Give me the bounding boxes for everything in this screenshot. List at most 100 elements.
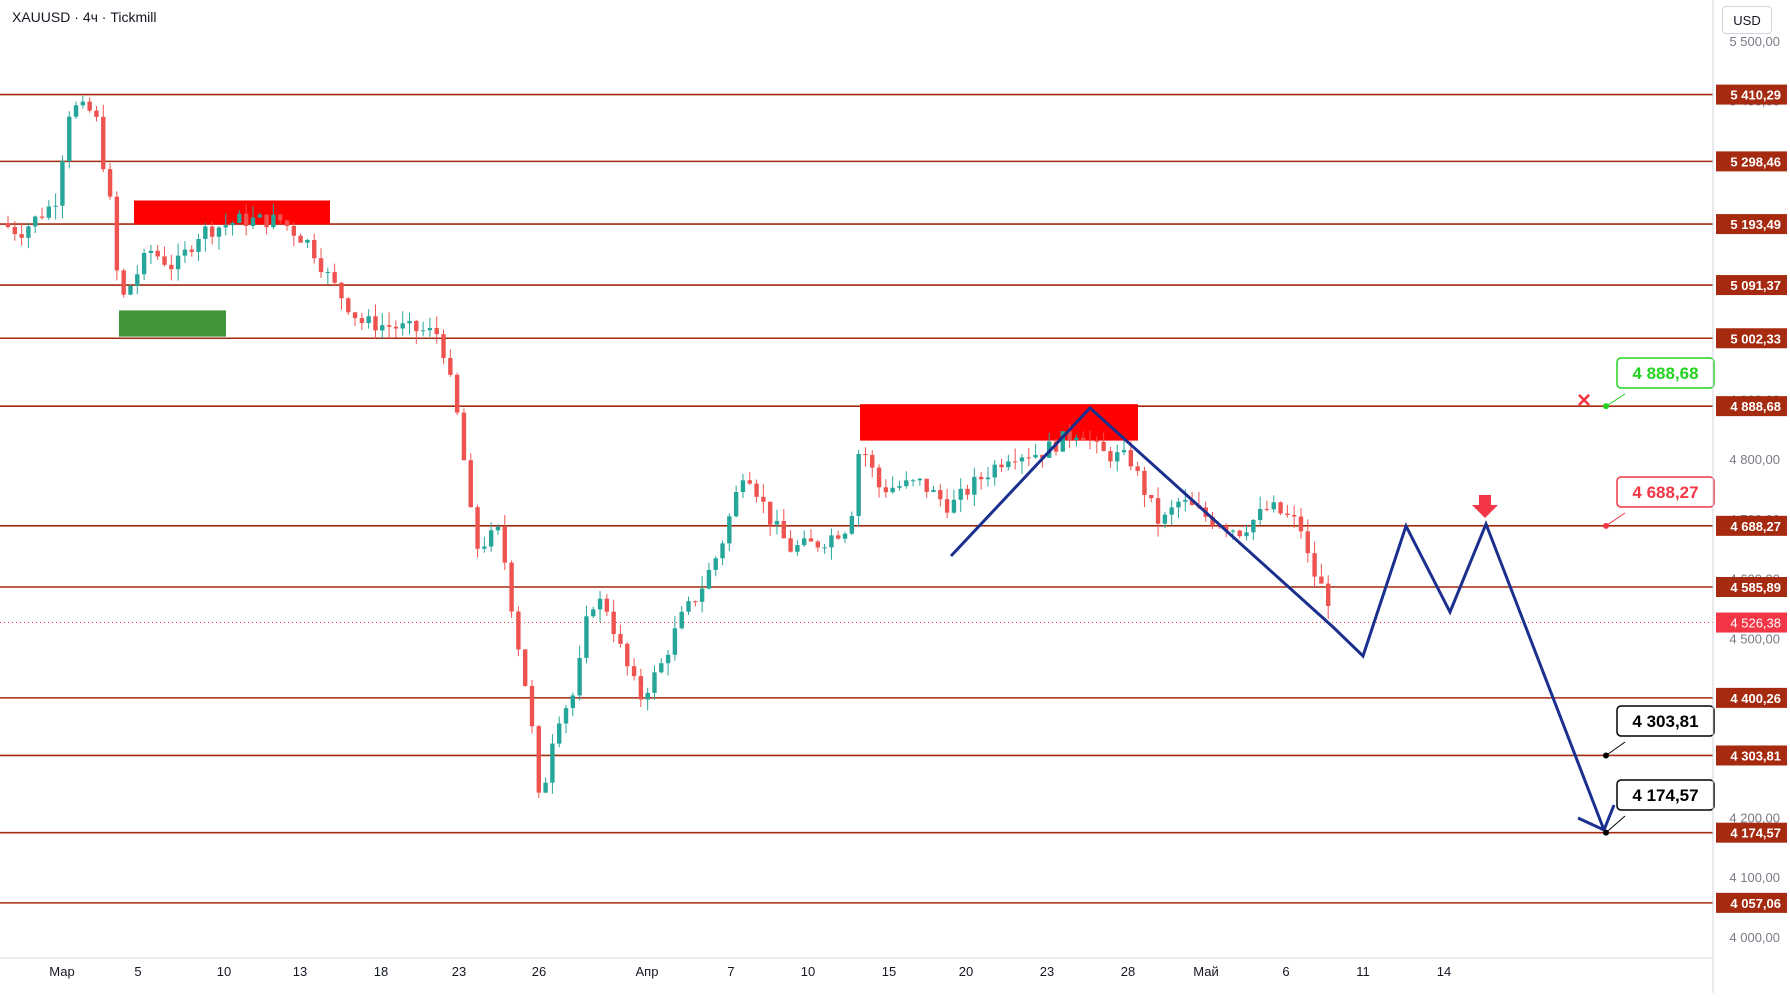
x-tick-label-5: 23 [452,964,466,979]
candle-body [693,601,698,603]
candle-body [802,538,807,546]
level-price-tag-7 [1716,576,1787,597]
level-price-tag-11 [1716,892,1787,913]
candle-body [672,628,678,655]
candle-body [155,250,160,257]
candle-body [352,312,358,319]
candle-body [1128,450,1134,467]
callout-anchor-2 [1603,752,1609,759]
candle-body [1230,530,1236,532]
level-price-label-0: 5 410,29 [1730,88,1781,103]
candle-body [978,476,984,480]
candle-body [652,672,657,693]
callout-label-1: 4 688,27 [1632,483,1698,502]
candle-body [407,320,412,324]
candle-body [60,161,65,206]
candle-body [243,213,249,226]
candle-body [686,601,691,612]
price-axis[interactable]: 5 500,005 400,005 300,005 200,005 100,00… [1716,34,1787,945]
y-tick-label-15: 4 000,00 [1729,930,1780,945]
level-price-tag-1 [1716,151,1787,172]
zone-supply-0 [134,200,330,225]
candle-body [992,464,997,478]
x-tick-label-4: 18 [374,964,388,979]
candle-body [1169,507,1174,515]
candle-body [727,516,732,544]
candle-body [781,520,786,539]
candle-body [1319,576,1324,584]
candle-body [264,214,269,228]
level-price-tag-0 [1716,84,1787,105]
candle-body [706,569,712,589]
candle-body [250,217,256,226]
callout-pointer-0 [1605,393,1626,407]
candle-body [148,250,154,254]
callout-box-1 [1616,476,1715,508]
forecast-path [949,405,1616,833]
candle-body [121,270,126,295]
candle-body [1244,532,1249,537]
candle-body [380,325,385,331]
candle-body [870,454,875,468]
level-price-label-1: 5 298,46 [1730,154,1781,169]
symbol-title: XAUUSD · 4ч · Tickmill [12,9,157,25]
candle-body [1189,499,1195,506]
candle-body [767,501,773,525]
level-price-tag-8 [1716,687,1787,708]
candle-body [822,547,827,549]
broker: Tickmill [110,9,157,25]
level-price-tag-3 [1716,275,1787,296]
x-tick-label-10: 15 [882,964,896,979]
cancel-x-icon: × [1577,387,1591,414]
candle-body [522,649,528,686]
candle-body [897,486,902,488]
candle-body [257,214,262,218]
candle-body [223,225,228,228]
time-axis[interactable]: Мар 5 10 13 18 23 26 Апр 7 10 15 20 23 28 Май 6 11 14 [49,964,1451,979]
candle-body [577,657,582,696]
candle-body [1183,499,1188,502]
candle-body [509,562,514,612]
level-price-label-2: 5 193,49 [1730,217,1781,232]
level-price-tag-10 [1716,822,1787,843]
level-price-label-6: 4 688,27 [1730,519,1781,534]
candle-body [584,616,589,658]
candle-body [1291,514,1297,517]
candle-body [856,454,861,516]
candle-body [312,239,317,259]
candle-body [475,507,480,549]
candle-body [1237,530,1242,537]
candle-body [1081,437,1086,440]
candle-body [87,101,92,111]
candle-body [985,477,991,480]
level-price-label-7: 4 585,89 [1730,580,1781,595]
candle-body [604,598,610,612]
x-tick-label-0: Мар [49,964,74,979]
level-price-tag-5 [1716,396,1787,417]
x-tick-label-16: 11 [1356,964,1370,979]
candle-body [774,520,780,525]
currency-button[interactable]: USD [1722,6,1772,34]
candle-body [12,226,18,235]
x-tick-label-17: 14 [1437,964,1451,979]
candle-body [1257,509,1263,520]
candle-body [1060,431,1065,452]
candle-body [999,464,1004,468]
candle-body [788,538,793,552]
down-arrow-icon [1472,495,1498,518]
candle-body [101,116,106,170]
candle-body [904,480,909,487]
candle-body [1094,440,1100,442]
candle-body [1155,498,1161,524]
candle-body [618,634,623,644]
candle-body [1087,439,1093,441]
level-price-tag-9 [1716,745,1787,766]
candle-body [332,272,337,283]
candle-body [591,609,596,617]
x-tick-label-6: 26 [532,964,546,979]
candle-body [1074,437,1079,441]
candle-body [890,487,895,493]
candle-body [550,743,555,783]
